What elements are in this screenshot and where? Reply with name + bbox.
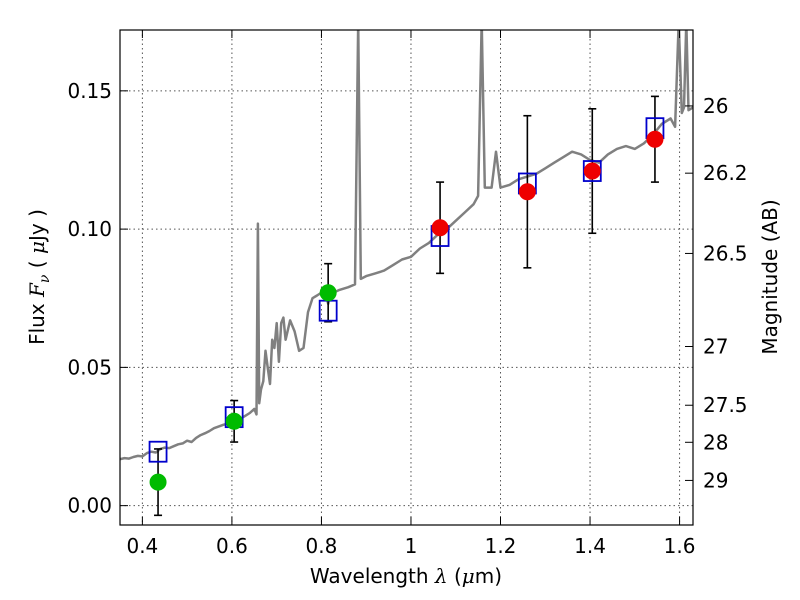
- x-axis-label-prefix: Wavelength: [310, 564, 435, 588]
- optical-data-point: [149, 473, 167, 491]
- magnitude-tick-label: 26.2: [703, 161, 748, 185]
- nir-data-point: [518, 183, 536, 201]
- x-tick-label: 0.8: [306, 534, 338, 558]
- plot-frame: [119, 29, 694, 526]
- x-axis-label-mu: μ: [462, 564, 475, 588]
- y-axis-label-prefix: Flux: [25, 297, 49, 345]
- y-axis-label-mu: μ: [25, 241, 49, 254]
- x-axis-label-symbol: λ: [434, 564, 448, 588]
- model-flux-square: [148, 440, 168, 463]
- x-tick-label: 1.4: [574, 534, 606, 558]
- y-axis-label: Flux Fν ( μJy ): [25, 209, 53, 345]
- y-axis-label-symbol: F: [25, 282, 49, 298]
- magnitude-tick-label: 26.5: [703, 241, 748, 265]
- nir-data-point: [583, 162, 601, 180]
- y-tick-label: 0.00: [67, 494, 112, 518]
- x-tick-label: 0.6: [216, 534, 248, 558]
- y-axis-label-unit: Jy ): [25, 209, 49, 243]
- y-axis-label-subscript: ν: [37, 274, 53, 283]
- x-tick-label: 1: [405, 534, 418, 558]
- magnitude-tick-label: 29: [703, 468, 728, 492]
- x-axis-label-unit: m): [475, 564, 502, 588]
- magnitude-axis-label: Magnitude (AB): [758, 199, 782, 354]
- magnitude-tick-label: 26: [703, 94, 728, 118]
- ticks: 0.4 0.6 0.8 1 1.2 1.4 1.6 0.00 0.05 0.10 0.15 26 26.…: [67, 30, 748, 558]
- magnitude-tick-label: 27.5: [703, 393, 748, 417]
- y-tick-label: 0.15: [67, 79, 112, 103]
- nir-data-point: [431, 219, 449, 237]
- magnitude-tick-label: 27: [703, 335, 728, 359]
- grid: [120, 30, 693, 525]
- x-tick-label: 1.2: [485, 534, 517, 558]
- plot-background: [120, 30, 693, 525]
- data-layer: [120, 30, 693, 517]
- x-tick-label: 0.4: [126, 534, 158, 558]
- y-axis-label-middle: (: [25, 254, 49, 275]
- x-axis-label: Wavelength λ (μm): [310, 564, 502, 588]
- nir-data-point: [646, 130, 664, 148]
- y-tick-label: 0.05: [67, 355, 112, 379]
- optical-data-point: [225, 412, 243, 430]
- x-tick-label: 1.6: [664, 534, 696, 558]
- x-axis-label-open: (: [448, 564, 462, 588]
- y-tick-label: 0.10: [67, 217, 112, 241]
- magnitude-tick-label: 28: [703, 430, 728, 454]
- optical-data-point: [319, 284, 337, 302]
